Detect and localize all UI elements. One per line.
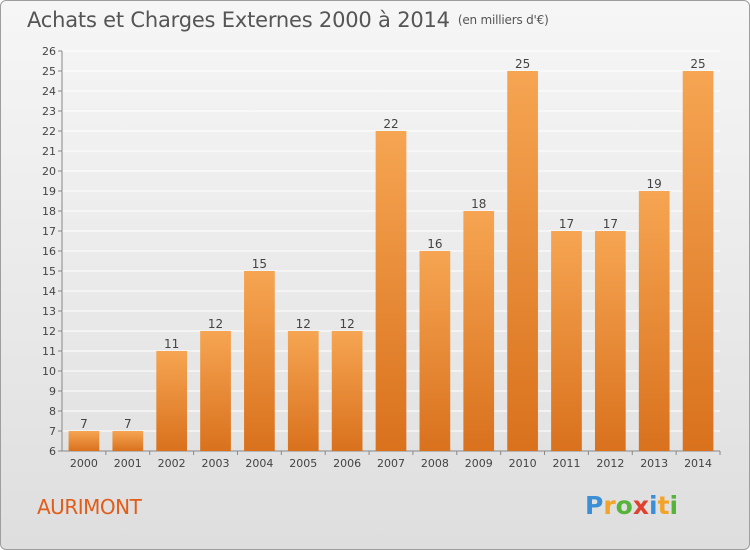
y-tick-label: 16 [42,245,56,258]
x-tick-label: 2005 [289,457,317,470]
y-tick-label: 23 [42,105,56,118]
bar [331,331,363,451]
y-tick-label: 24 [42,85,56,98]
logo-letter: P [585,491,604,520]
data-label: 12 [339,317,354,331]
data-label: 7 [124,417,132,431]
y-tick-label: 11 [42,345,56,358]
bar [156,351,188,451]
x-tick-label: 2007 [377,457,405,470]
bar [112,431,144,451]
y-tick-label: 17 [42,225,56,238]
y-tick-label: 7 [49,425,56,438]
x-tick-label: 2001 [114,457,142,470]
data-label: 12 [208,317,223,331]
logo-letter: i [649,491,658,520]
x-tick-label: 2011 [552,457,580,470]
x-tick-label: 2010 [509,457,537,470]
data-label: 25 [690,57,705,71]
data-label: 17 [559,217,574,231]
chart-unit: (en milliers d'€) [457,13,549,27]
data-label: 15 [252,257,267,271]
y-tick-label: 26 [42,45,56,58]
logo-letter: o [615,491,633,520]
bar [551,231,582,451]
y-tick-label: 10 [42,365,56,378]
bar [682,71,714,451]
proxiti-logo: Proxiti [585,491,678,520]
x-tick-label: 2009 [465,457,493,470]
y-tick-label: 12 [42,325,56,338]
x-tick-label: 2000 [70,457,98,470]
logo-letter: r [603,491,616,520]
y-tick-label: 14 [42,285,56,298]
y-tick-label: 13 [42,305,56,318]
x-tick-label: 2014 [684,457,712,470]
data-label: 19 [647,177,662,191]
x-tick-label: 2012 [596,457,624,470]
y-tick-label: 9 [49,385,56,398]
x-tick-label: 2006 [333,457,361,470]
y-tick-label: 22 [42,125,56,138]
y-tick-label: 25 [42,65,56,78]
x-tick-label: 2004 [245,457,273,470]
bar [68,431,100,451]
y-tick-label: 15 [42,265,56,278]
logo-letter: t [657,491,670,520]
x-tick-label: 2002 [158,457,186,470]
data-label: 25 [515,57,530,71]
bar [507,71,538,451]
y-tick-label: 20 [42,165,56,178]
data-label: 22 [383,117,398,131]
logo-letter: x [632,491,649,520]
logo-letter: i [669,491,679,520]
y-tick-label: 18 [42,205,56,218]
y-tick-label: 6 [49,445,56,458]
commune-name: AURIMONT [37,495,142,519]
bar [244,271,275,451]
bar [638,191,670,451]
data-label: 12 [296,317,311,331]
bar [287,331,319,451]
x-tick-label: 2003 [202,457,230,470]
y-tick-label: 8 [49,405,56,418]
x-tick-label: 2013 [640,457,668,470]
data-label: 17 [603,217,618,231]
bar [375,131,407,451]
data-label: 16 [427,237,442,251]
bar [594,231,626,451]
chart-title-text: Achats et Charges Externes 2000 à 2014 [27,8,450,32]
bar [463,211,495,451]
chart-title: Achats et Charges Externes 2000 à 2014 (e… [27,8,549,32]
bar [419,251,451,451]
data-label: 11 [164,337,179,351]
x-tick-label: 2008 [421,457,449,470]
y-tick-label: 19 [42,185,56,198]
data-label: 7 [80,417,88,431]
y-tick-label: 21 [42,145,56,158]
data-label: 18 [471,197,486,211]
bar [200,331,231,451]
